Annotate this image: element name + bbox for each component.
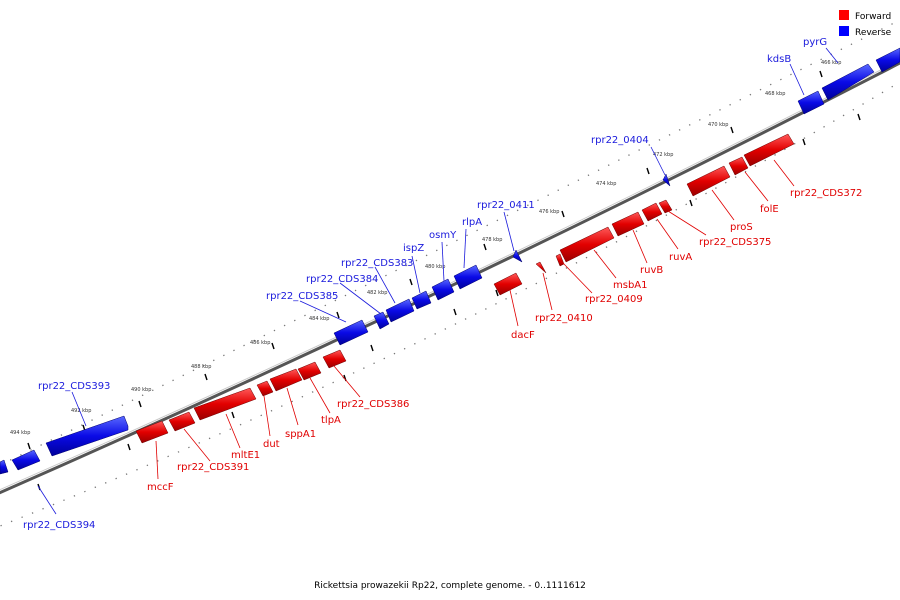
tick-label: 488 kbp: [191, 364, 211, 370]
legend-forward-swatch: [839, 10, 849, 20]
gene-label-rpr22_CDS383[interactable]: rpr22_CDS383: [341, 258, 413, 269]
gene-label-mltE1[interactable]: mltE1: [231, 450, 260, 461]
gene-osmY[interactable]: [431, 278, 455, 301]
gene-rpr22_CDS394-a[interactable]: [11, 449, 41, 471]
gene-label-folE[interactable]: folE: [760, 204, 779, 215]
kbp-labels: 466 kbp 468 kbp 470 kbp 472 kbp 474 kbp …: [10, 60, 841, 436]
gene-label-tlpA[interactable]: tlpA: [321, 415, 341, 426]
forward-leaders: [155, 159, 795, 480]
gene-label-ruvA[interactable]: ruvA: [669, 252, 692, 263]
gene-label-pyrG[interactable]: pyrG: [803, 37, 827, 48]
tick-label: 466 kbp: [821, 60, 841, 66]
legend-reverse-label: Reverse: [855, 28, 892, 38]
genome-backbone: [0, 61, 900, 495]
gene-label-kdsB[interactable]: kdsB: [767, 54, 791, 65]
gene-ruvA[interactable]: [641, 202, 663, 222]
gene-label-rpr22_0404[interactable]: rpr22_0404: [591, 135, 649, 146]
tick-label: 492 kbp: [71, 408, 91, 414]
gene-folE[interactable]: [728, 156, 749, 176]
tick-label: 472 kbp: [653, 152, 673, 158]
gene-msbA1[interactable]: [559, 226, 615, 263]
gene-label-sppA1[interactable]: sppA1: [285, 429, 316, 440]
legend: Forward Reverse: [839, 10, 892, 38]
gene-label-rpr22_CDS386[interactable]: rpr22_CDS386: [337, 399, 409, 410]
forward-features: [135, 133, 795, 444]
gene-ruvB[interactable]: [611, 211, 645, 237]
gene-sppA1[interactable]: [269, 368, 303, 392]
tick-label: 478 kbp: [482, 237, 502, 243]
gene-label-rpr22_CDS394[interactable]: rpr22_CDS394: [23, 520, 95, 531]
gene-label-rpr22_CDS393[interactable]: rpr22_CDS393: [38, 381, 110, 392]
gene-label-osmY[interactable]: osmY: [429, 230, 457, 241]
tick-label: 490 kbp: [131, 387, 151, 393]
gene-label-mccF[interactable]: mccF: [147, 482, 174, 493]
gene-rpr22_0411[interactable]: [512, 249, 523, 263]
gene-label-rpr22_CDS384[interactable]: rpr22_CDS384: [306, 274, 378, 285]
gene-label-proS[interactable]: proS: [730, 222, 753, 233]
gene-label-dut[interactable]: dut: [263, 439, 280, 450]
gene-rpr22_CDS393[interactable]: [45, 415, 129, 457]
gene-rlpA[interactable]: [453, 264, 483, 290]
gene-rpr22_CDS391[interactable]: [168, 411, 196, 432]
genome-backbone-highlight: [0, 59, 900, 491]
reverse-features: [0, 47, 900, 475]
gene-ispZ[interactable]: [411, 290, 432, 310]
tick-label: 470 kbp: [708, 122, 728, 128]
gene-mccF[interactable]: [135, 420, 169, 444]
gene-label-rpr22_0409[interactable]: rpr22_0409: [585, 294, 643, 305]
gene-label-dacF[interactable]: dacF: [511, 330, 535, 341]
gene-label-msbA1[interactable]: msbA1: [613, 280, 648, 291]
tick-label: 494 kbp: [10, 430, 30, 436]
map-caption: Rickettsia prowazekii Rp22, complete gen…: [314, 581, 586, 591]
tick-label: 474 kbp: [596, 181, 616, 187]
gene-rpr22_CDS372[interactable]: [743, 133, 795, 167]
gene-rpr22_CDS385[interactable]: [333, 319, 369, 346]
tick-label: 468 kbp: [765, 91, 785, 97]
tick-label: 480 kbp: [425, 264, 445, 270]
gene-label-ispZ[interactable]: ispZ: [403, 243, 424, 254]
gene-label-rpr22_CDS391[interactable]: rpr22_CDS391: [177, 462, 249, 473]
gene-label-rpr22_CDS385[interactable]: rpr22_CDS385: [266, 291, 338, 302]
gene-rpr22_CDS383[interactable]: [385, 298, 415, 323]
reverse-leaders: [37, 47, 839, 515]
gene-rpr22_CDS375[interactable]: [658, 199, 673, 214]
tick-label: 482 kbp: [367, 290, 387, 296]
gene-rpr22_CDS394-b[interactable]: [0, 459, 9, 475]
gene-label-rpr22_CDS375[interactable]: rpr22_CDS375: [699, 237, 771, 248]
gene-rpr22_0404[interactable]: [662, 173, 671, 187]
gene-kdsB[interactable]: [797, 90, 825, 115]
legend-reverse-swatch: [839, 26, 849, 36]
gene-tlpA[interactable]: [297, 361, 322, 381]
tick-label: 476 kbp: [539, 209, 559, 215]
gene-rpr22_CDS386[interactable]: [322, 349, 347, 369]
gene-label-rpr22_0411[interactable]: rpr22_0411: [477, 200, 535, 211]
forward-labels: rpr22_CDS372 folE proS rpr22_CDS375 ruvA…: [147, 188, 862, 493]
reverse-labels: pyrG kdsB rpr22_0404 rpr22_0411 rlpA osm…: [23, 37, 827, 531]
gene-rpr22_0410[interactable]: [535, 261, 547, 274]
gene-dut[interactable]: [256, 380, 274, 397]
tick-label: 484 kbp: [309, 316, 329, 322]
tick-label: 486 kbp: [250, 340, 270, 346]
gene-label-rlpA[interactable]: rlpA: [462, 217, 482, 228]
gene-proS[interactable]: [686, 165, 731, 197]
gene-pyrG[interactable]: [875, 47, 900, 73]
outer-dotted-track: [0, 19, 900, 466]
gene-pyrG-2[interactable]: [821, 63, 875, 101]
gene-mltE1[interactable]: [193, 387, 257, 421]
gene-label-ruvB[interactable]: ruvB: [640, 265, 663, 276]
gene-dacF[interactable]: [493, 272, 523, 296]
legend-forward-label: Forward: [855, 12, 891, 22]
gene-label-rpr22_0410[interactable]: rpr22_0410: [535, 313, 593, 324]
gene-rpr22_CDS384[interactable]: [373, 311, 390, 330]
gene-label-rpr22_CDS372[interactable]: rpr22_CDS372: [790, 188, 862, 199]
